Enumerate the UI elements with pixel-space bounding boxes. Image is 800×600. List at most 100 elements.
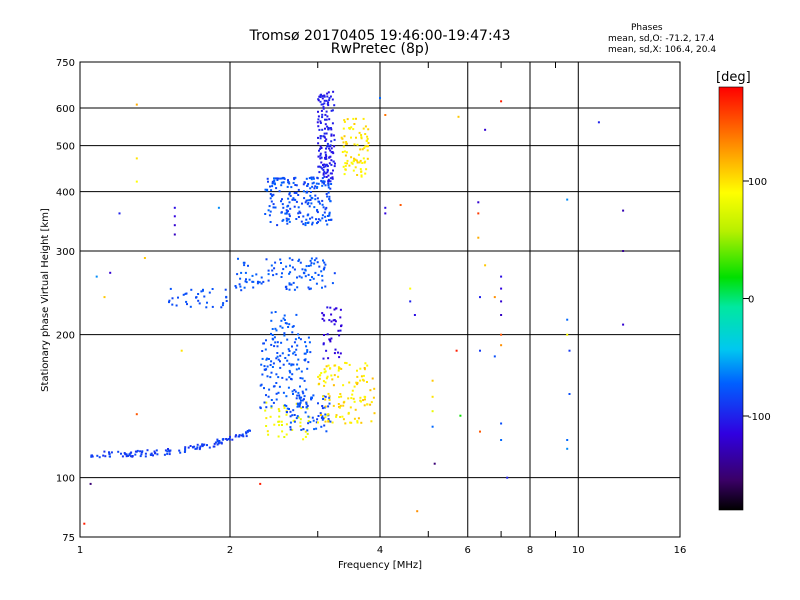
data-point bbox=[330, 313, 333, 316]
data-point bbox=[317, 415, 320, 417]
data-point bbox=[173, 233, 176, 236]
data-point bbox=[301, 390, 304, 393]
data-point bbox=[271, 182, 274, 185]
data-point bbox=[360, 136, 363, 139]
data-point bbox=[285, 433, 288, 436]
data-point bbox=[332, 404, 335, 407]
data-point bbox=[271, 366, 274, 368]
data-point bbox=[325, 219, 328, 222]
data-point bbox=[337, 375, 340, 378]
x-tick-label: 2 bbox=[227, 545, 233, 556]
data-point bbox=[290, 186, 293, 189]
data-point bbox=[276, 177, 279, 180]
data-point bbox=[244, 271, 247, 274]
data-point bbox=[320, 414, 322, 416]
data-point bbox=[346, 118, 349, 121]
data-point bbox=[333, 323, 336, 326]
data-point bbox=[168, 453, 171, 456]
data-point bbox=[312, 181, 315, 184]
data-point bbox=[356, 369, 358, 372]
data-point bbox=[294, 390, 297, 393]
data-point bbox=[251, 274, 254, 277]
data-point bbox=[311, 182, 314, 185]
data-point bbox=[316, 222, 318, 225]
data-point bbox=[283, 407, 286, 409]
data-point bbox=[321, 203, 324, 206]
data-point bbox=[335, 414, 338, 417]
data-point bbox=[345, 141, 348, 143]
data-point bbox=[310, 178, 313, 181]
data-point bbox=[433, 462, 436, 465]
data-point bbox=[226, 438, 229, 441]
data-point bbox=[348, 127, 351, 129]
data-point bbox=[360, 134, 363, 136]
data-point bbox=[315, 218, 317, 221]
data-point bbox=[267, 433, 270, 436]
data-point bbox=[317, 142, 320, 145]
data-point bbox=[243, 261, 246, 264]
data-point bbox=[312, 177, 315, 180]
data-point bbox=[169, 449, 172, 452]
data-point bbox=[235, 434, 237, 437]
data-point bbox=[319, 147, 322, 150]
data-point bbox=[307, 265, 310, 267]
data-point bbox=[321, 103, 324, 106]
data-point bbox=[324, 156, 326, 159]
data-point bbox=[242, 435, 245, 438]
data-point bbox=[361, 162, 364, 164]
data-point bbox=[168, 450, 171, 453]
data-point bbox=[300, 396, 303, 399]
data-point bbox=[360, 175, 363, 178]
data-point bbox=[245, 431, 247, 434]
data-point bbox=[328, 398, 331, 401]
data-point bbox=[281, 203, 284, 206]
data-point bbox=[566, 198, 569, 201]
data-point bbox=[305, 345, 308, 348]
data-point bbox=[344, 361, 347, 364]
data-point bbox=[327, 392, 330, 395]
data-point bbox=[321, 116, 324, 119]
data-point bbox=[279, 177, 282, 180]
data-point bbox=[265, 401, 268, 404]
data-point bbox=[203, 295, 206, 298]
data-point bbox=[167, 449, 170, 452]
data-point bbox=[282, 181, 285, 184]
data-point bbox=[298, 394, 301, 397]
data-point bbox=[285, 209, 288, 212]
data-point bbox=[319, 96, 322, 98]
data-point bbox=[150, 453, 153, 456]
data-point bbox=[300, 407, 303, 410]
data-point bbox=[191, 446, 194, 449]
data-point bbox=[279, 258, 282, 261]
data-point bbox=[329, 95, 332, 98]
data-point bbox=[328, 118, 331, 121]
data-point bbox=[266, 357, 269, 360]
data-point bbox=[266, 375, 269, 378]
data-point bbox=[322, 357, 325, 360]
data-point bbox=[299, 425, 302, 428]
data-point bbox=[292, 352, 295, 355]
data-point bbox=[278, 385, 281, 388]
data-point bbox=[319, 122, 322, 124]
data-point bbox=[350, 156, 353, 159]
data-point bbox=[364, 398, 366, 401]
data-point bbox=[356, 421, 359, 424]
data-point bbox=[344, 162, 347, 165]
data-point bbox=[298, 210, 301, 213]
data-point bbox=[280, 184, 283, 187]
data-point bbox=[285, 395, 288, 398]
data-point bbox=[277, 435, 280, 438]
data-point bbox=[295, 397, 298, 400]
data-point bbox=[323, 99, 326, 102]
data-point bbox=[83, 522, 86, 525]
data-point bbox=[185, 300, 188, 303]
data-point bbox=[311, 216, 314, 219]
data-point bbox=[293, 205, 296, 208]
data-point bbox=[280, 211, 283, 214]
data-point bbox=[297, 391, 300, 394]
data-point bbox=[248, 429, 251, 432]
colorbar-tick-label: -100 bbox=[748, 412, 771, 423]
data-point bbox=[273, 423, 276, 426]
data-point bbox=[296, 405, 299, 408]
data-point bbox=[301, 268, 304, 271]
